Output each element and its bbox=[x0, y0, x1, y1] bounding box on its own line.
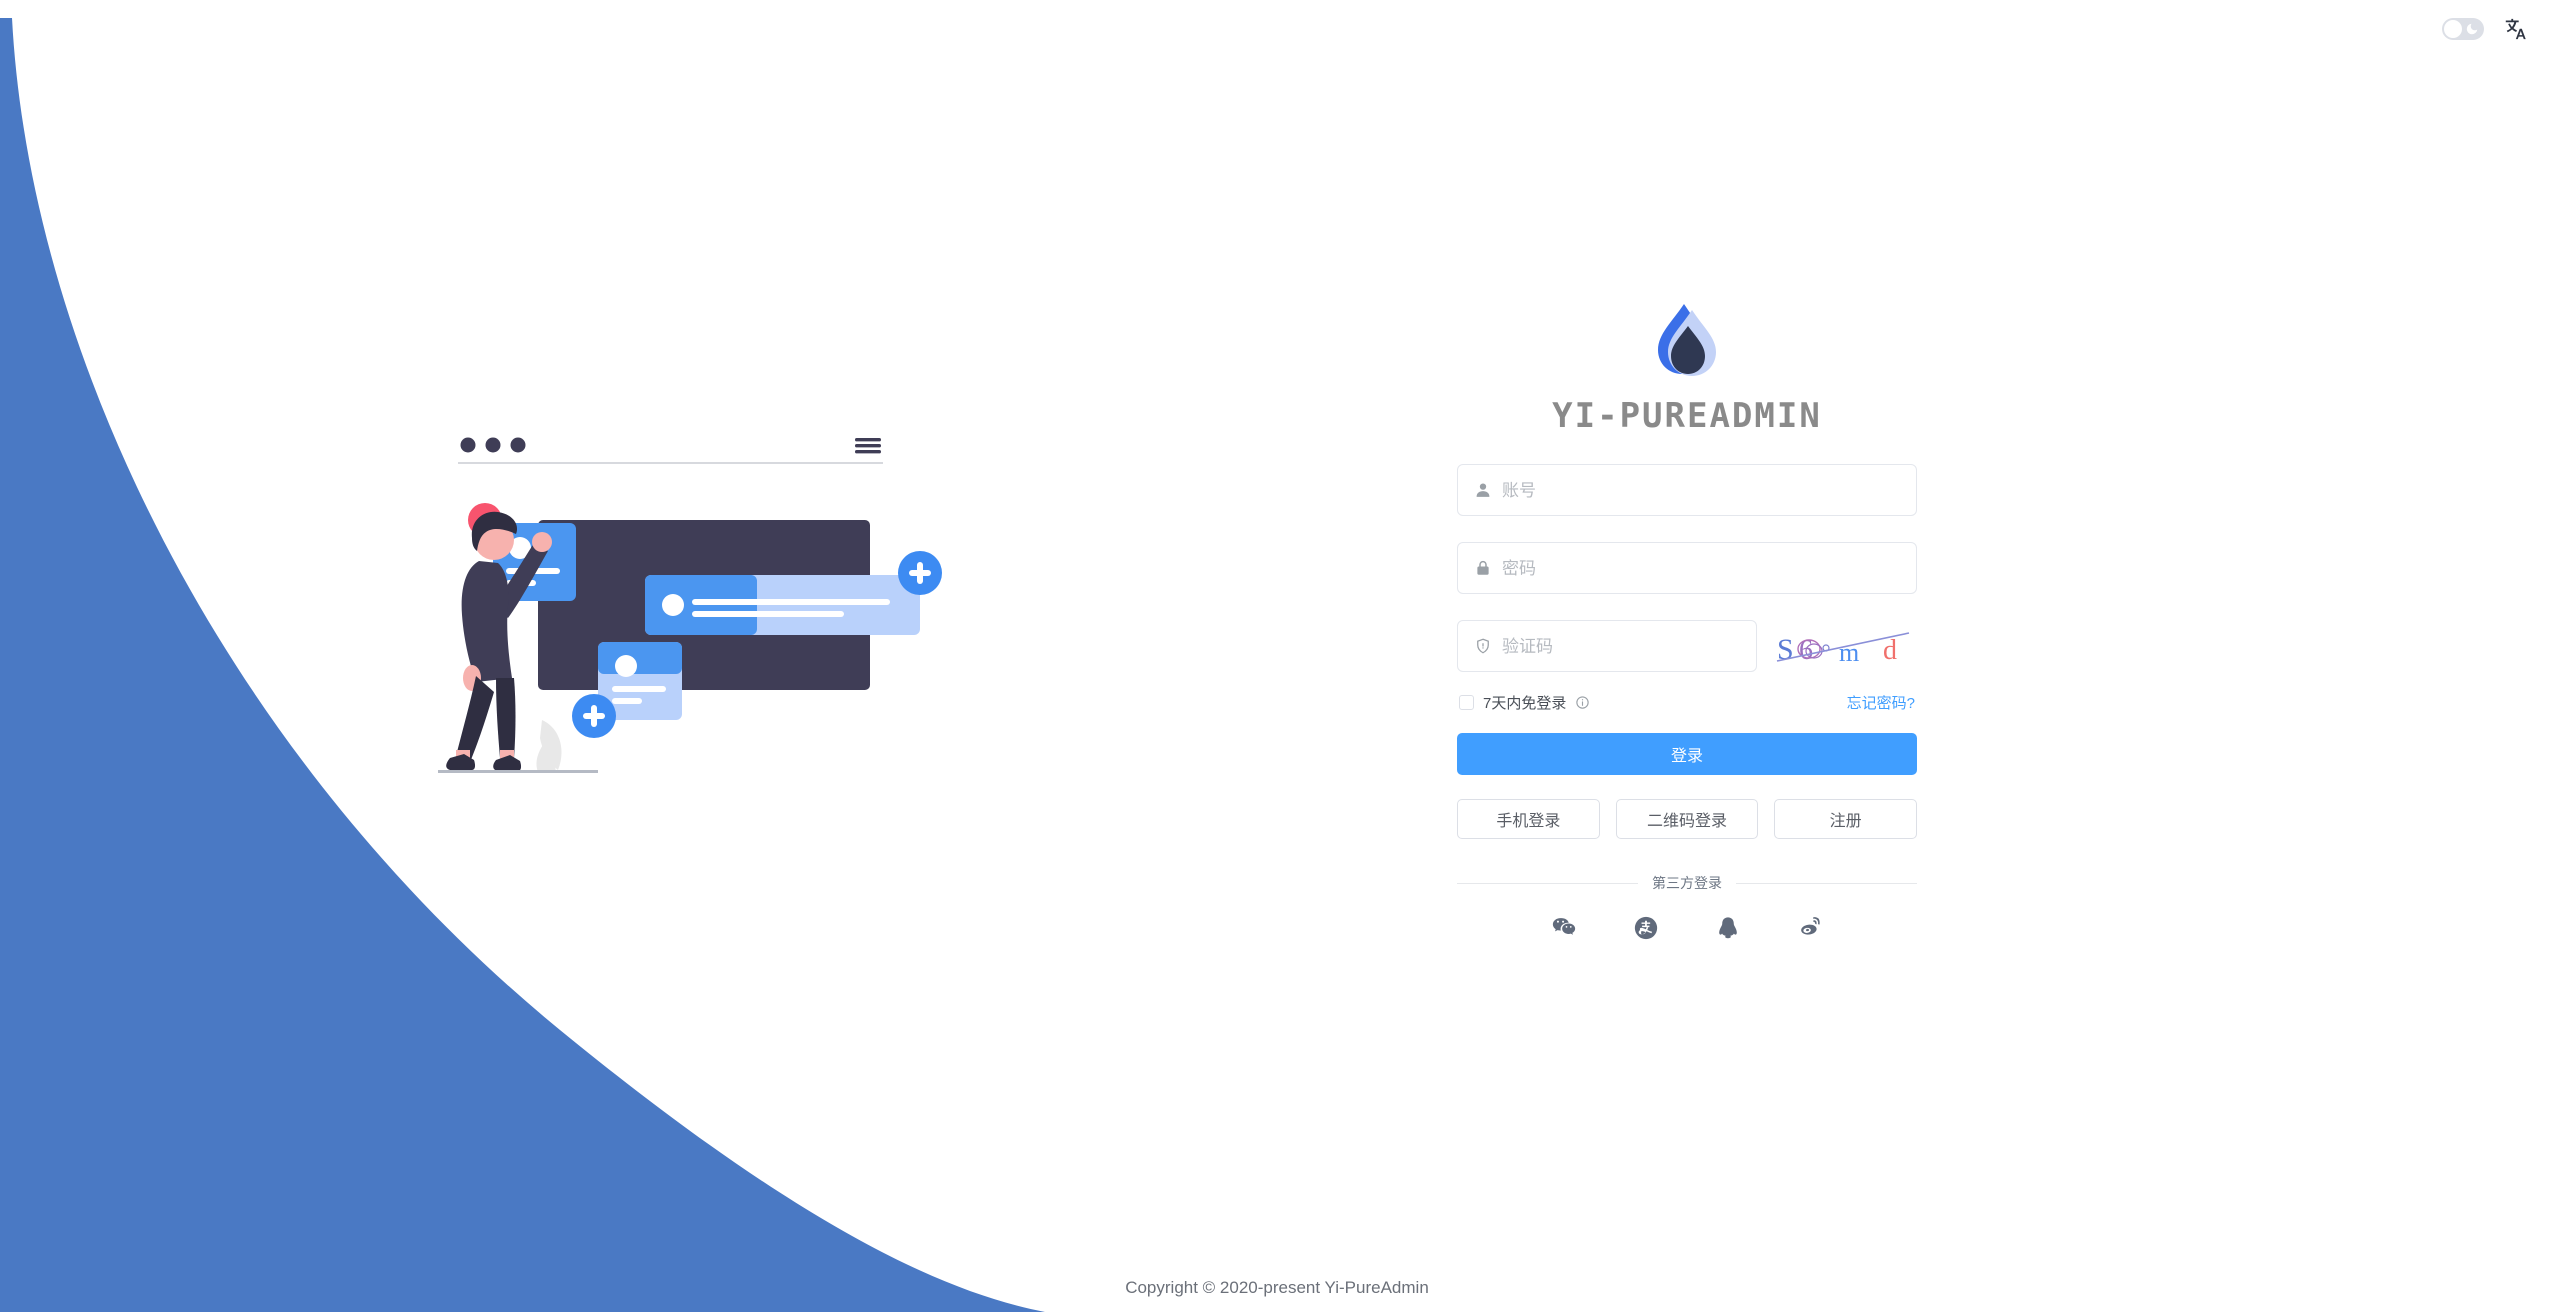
login-illustration bbox=[438, 437, 942, 773]
qq-icon[interactable] bbox=[1715, 915, 1741, 941]
register-button[interactable]: 注册 bbox=[1774, 799, 1918, 839]
third-party-divider: 第三方登录 bbox=[1457, 873, 1917, 893]
qrcode-login-button[interactable]: 二维码登录 bbox=[1615, 799, 1759, 839]
brand-logo bbox=[1457, 300, 1917, 390]
login-button[interactable]: 登录 bbox=[1457, 733, 1917, 775]
info-circle-icon[interactable] bbox=[1575, 695, 1590, 710]
login-panel: YI-PUREADMIN 账号 bbox=[1457, 300, 1918, 941]
third-party-label: 第三方登录 bbox=[1652, 875, 1722, 891]
illustration-person bbox=[438, 511, 598, 773]
page-title: YI-PUREADMIN bbox=[1552, 396, 1822, 436]
illustration-card-lower bbox=[572, 642, 682, 738]
weibo-icon[interactable] bbox=[1797, 915, 1823, 941]
username-field: 账号 bbox=[1457, 464, 1917, 516]
toggle-knob bbox=[2444, 20, 2462, 38]
wechat-icon[interactable] bbox=[1551, 915, 1577, 941]
username-input[interactable]: 账号 bbox=[1457, 464, 1917, 516]
top-controls bbox=[2442, 16, 2528, 42]
captcha-placeholder: 验证码 bbox=[1502, 636, 1553, 656]
illustration-card-right bbox=[645, 551, 942, 635]
shield-icon bbox=[1474, 637, 1492, 655]
third-party-icons bbox=[1457, 915, 1917, 941]
password-input[interactable]: 密码 bbox=[1457, 542, 1917, 594]
password-placeholder: 密码 bbox=[1502, 558, 1536, 578]
remember-checkbox-group[interactable]: 7天内免登录 bbox=[1459, 692, 1590, 713]
translate-icon[interactable] bbox=[2502, 16, 2528, 42]
divider-line-right bbox=[1736, 882, 1917, 884]
captcha-input[interactable]: 验证码 bbox=[1457, 620, 1757, 672]
remember-label: 7天内免登录 bbox=[1483, 695, 1567, 712]
svg-text:d: d bbox=[1883, 635, 1897, 666]
captcha-image[interactable]: S 6 m d bbox=[1773, 621, 1913, 671]
browser-mockup-bar bbox=[458, 437, 883, 464]
dark-mode-toggle[interactable] bbox=[2442, 18, 2484, 40]
alt-login-buttons: 手机登录 二维码登录 注册 bbox=[1457, 799, 1918, 839]
divider-line-left bbox=[1457, 882, 1638, 884]
forgot-password-link[interactable]: 忘记密码? bbox=[1846, 695, 1915, 712]
water-drop-logo bbox=[1658, 304, 1716, 376]
user-icon bbox=[1474, 481, 1492, 499]
alipay-icon[interactable] bbox=[1633, 915, 1659, 941]
username-placeholder: 账号 bbox=[1502, 480, 1536, 500]
password-field: 密码 bbox=[1457, 542, 1917, 594]
svg-text:m: m bbox=[1839, 638, 1859, 667]
lock-icon bbox=[1474, 559, 1492, 577]
moon-icon bbox=[2466, 23, 2478, 35]
captcha-field: 验证码 S 6 m d bbox=[1457, 620, 1917, 672]
remember-checkbox[interactable] bbox=[1459, 695, 1474, 710]
phone-login-button[interactable]: 手机登录 bbox=[1457, 799, 1600, 839]
footer-copyright: Copyright © 2020-present Yi-PureAdmin bbox=[1125, 1278, 1429, 1297]
options-row: 7天内免登录 忘记密码? bbox=[1457, 692, 1917, 713]
